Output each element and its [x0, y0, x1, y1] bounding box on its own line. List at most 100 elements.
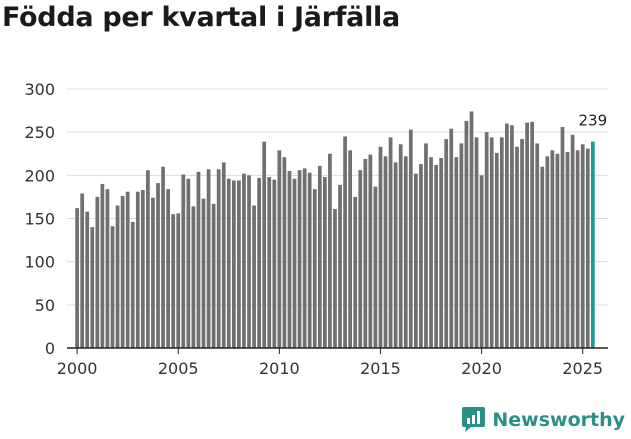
bar	[140, 190, 145, 348]
bar	[474, 137, 479, 348]
bar	[378, 146, 383, 348]
bar	[80, 193, 85, 348]
bar	[419, 164, 423, 348]
bar	[494, 152, 499, 348]
bar	[469, 111, 474, 348]
bar	[262, 141, 267, 348]
x-tick-label: 2015	[360, 359, 401, 378]
x-tick-label: 2005	[158, 359, 199, 378]
bar	[464, 120, 469, 348]
bar	[186, 178, 191, 348]
bar	[353, 196, 358, 348]
bar	[358, 170, 363, 348]
bar	[206, 169, 211, 348]
bar	[287, 171, 292, 348]
bar	[565, 152, 570, 348]
bar	[540, 166, 545, 348]
bar	[226, 178, 231, 348]
bar	[434, 164, 438, 348]
bar	[348, 150, 353, 348]
x-tick-label: 2000	[57, 359, 98, 378]
bar	[555, 153, 560, 348]
bar	[161, 166, 165, 348]
bar	[525, 122, 529, 348]
y-tick-label: 200	[24, 166, 55, 185]
bar	[151, 197, 155, 348]
bar	[550, 150, 555, 348]
bar	[307, 172, 312, 348]
bar	[368, 154, 373, 348]
bar	[171, 214, 176, 348]
bar	[398, 144, 403, 348]
y-tick-label: 150	[24, 210, 55, 229]
y-tick-label: 0	[45, 339, 55, 358]
newsworthy-brand[interactable]: Newsworthy	[461, 406, 625, 433]
bar	[135, 191, 140, 348]
bar	[530, 121, 535, 348]
bar	[505, 123, 509, 348]
bar	[297, 170, 302, 348]
bar	[570, 134, 575, 348]
bar	[414, 173, 418, 348]
x-tick-label: 2020	[461, 359, 502, 378]
bar	[429, 157, 433, 348]
bar	[252, 205, 256, 348]
bar	[85, 211, 90, 348]
bar	[292, 178, 297, 348]
brand-name: Newsworthy	[492, 408, 625, 431]
bar	[393, 162, 398, 348]
y-axis-ticks: 0 50 100 150 200 250 300	[24, 80, 55, 358]
newsworthy-chart-icon	[462, 407, 486, 432]
bar	[333, 209, 337, 348]
bar	[499, 137, 504, 348]
bar	[338, 184, 342, 348]
bar	[489, 137, 494, 348]
bar	[363, 158, 368, 348]
x-tick-label: 2025	[562, 359, 603, 378]
bar	[322, 177, 327, 348]
bar	[237, 180, 241, 348]
bar	[444, 139, 449, 348]
bar	[95, 196, 100, 348]
bar	[221, 162, 226, 348]
bar	[535, 143, 540, 348]
bar	[424, 143, 428, 348]
bar	[156, 183, 160, 348]
data-labels: 239	[579, 112, 608, 130]
bar	[125, 191, 130, 348]
bar	[176, 213, 181, 348]
bar	[449, 128, 454, 348]
bar	[560, 126, 565, 349]
bar	[388, 137, 393, 348]
bar	[383, 156, 388, 348]
bar	[439, 158, 444, 348]
bar	[242, 173, 246, 348]
bar	[403, 156, 408, 348]
y-tick-label: 300	[24, 80, 55, 99]
bar	[515, 146, 519, 348]
bar	[479, 175, 484, 348]
bar	[181, 174, 186, 348]
bar	[166, 189, 170, 348]
bar	[191, 206, 196, 348]
bar	[130, 221, 135, 348]
latest-value-label: 239	[579, 112, 608, 130]
bar	[75, 208, 79, 348]
bar	[454, 157, 459, 348]
bar	[373, 186, 378, 348]
bar	[545, 156, 550, 348]
bar	[484, 132, 489, 348]
bar	[282, 157, 287, 348]
bar	[201, 198, 206, 348]
chart-title: Födda per kvartal i Järfälla	[2, 2, 400, 33]
bar	[575, 150, 580, 348]
bar	[580, 144, 585, 348]
bar	[510, 125, 514, 348]
y-tick-label: 50	[35, 296, 55, 315]
bar	[100, 183, 105, 348]
bar	[459, 143, 464, 348]
x-axis: 2000 2005 2010 2015 2020 2025	[57, 347, 608, 378]
bar	[585, 148, 590, 348]
bar	[267, 177, 272, 348]
